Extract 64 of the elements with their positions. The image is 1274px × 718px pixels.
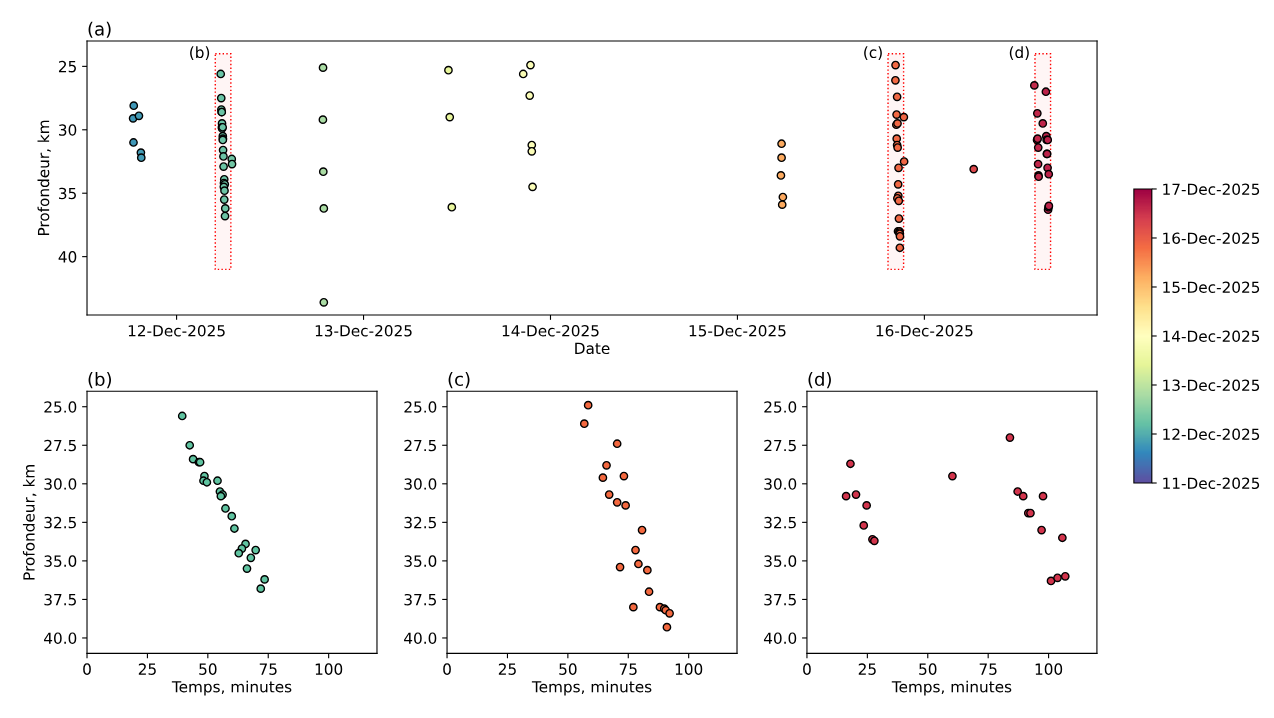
- x-tick-label: 100: [315, 663, 343, 675]
- band-label: (b): [190, 46, 210, 60]
- color-bar-label: 13-Dec-2025: [1163, 379, 1260, 392]
- chart-title: (b): [88, 372, 112, 389]
- y-tick-label: 40.0: [404, 632, 437, 644]
- x-tick-label: 16-Dec-2025: [876, 324, 973, 337]
- y-tick-label: 27.5: [44, 439, 76, 452]
- x-tick-label: 13-Dec-2025: [315, 324, 412, 337]
- x-tick-label: 25: [858, 663, 876, 675]
- x-tick-label: 25: [138, 663, 156, 675]
- y-tick-label: 37.5: [764, 593, 796, 606]
- y-tick-label: 35.0: [44, 555, 77, 567]
- y-axis-title: Profondeur, km: [37, 120, 51, 236]
- y-tick-label: 32.5: [404, 516, 436, 529]
- y-axis-title: Profondeur, km: [22, 465, 37, 580]
- x-tick-label: 0: [803, 663, 811, 675]
- y-tick-label: 30: [59, 124, 77, 136]
- color-bar-label: 16-Dec-2025: [1163, 232, 1260, 244]
- y-tick-label: 32.5: [764, 516, 796, 529]
- y-tick-label: 35: [59, 187, 76, 200]
- chart-title: (a): [88, 21, 111, 38]
- y-tick-label: 40: [58, 251, 77, 263]
- y-tick-label: 30.0: [764, 478, 797, 490]
- band-label: (c): [864, 46, 882, 60]
- x-tick-label: 50: [199, 663, 217, 675]
- x-tick-label: 12-Dec-2025: [128, 324, 225, 337]
- x-tick-label: 75: [619, 663, 637, 675]
- y-tick-label: 37.5: [44, 593, 76, 606]
- band-label: (d): [1009, 46, 1029, 60]
- y-tick-label: 40.0: [44, 632, 77, 644]
- color-bar-label: 15-Dec-2025: [1163, 281, 1260, 294]
- y-tick-label: 30.0: [44, 478, 77, 490]
- color-bar-label: 12-Dec-2025: [1163, 428, 1260, 441]
- y-tick-label: 40.0: [763, 632, 797, 644]
- y-tick-label: 25.0: [404, 401, 437, 413]
- y-tick-label: 27.5: [404, 439, 436, 452]
- y-tick-label: 35.0: [764, 555, 797, 567]
- y-tick-label: 27.5: [764, 439, 796, 452]
- x-tick-label: 100: [1035, 663, 1063, 675]
- x-axis-title: Temps, minutes: [171, 680, 292, 696]
- y-tick-label: 32.5: [44, 516, 76, 529]
- x-tick-label: 15-Dec-2025: [689, 324, 786, 337]
- x-tick-label: 75: [979, 663, 997, 675]
- x-axis-title: Date: [575, 342, 610, 355]
- y-tick-label: 25.0: [44, 401, 77, 413]
- chart-title: (d): [808, 372, 831, 389]
- x-tick-label: 75: [259, 663, 277, 675]
- chart-title: (c): [448, 372, 470, 389]
- x-tick-label: 0: [83, 663, 91, 675]
- color-bar-label: 17-Dec-2025: [1163, 183, 1260, 195]
- y-tick-label: 25.0: [764, 401, 797, 413]
- x-tick-label: 14-Dec-2025: [502, 324, 599, 337]
- y-tick-label: 37.5: [404, 593, 436, 606]
- x-tick-label: 100: [675, 663, 703, 675]
- x-tick-label: 25: [498, 663, 516, 675]
- x-tick-label: 0: [443, 663, 451, 675]
- color-bar-label: 11-Dec-2025: [1163, 477, 1260, 490]
- y-tick-label: 35.0: [404, 555, 437, 567]
- x-tick-label: 50: [919, 663, 937, 675]
- y-tick-label: 25: [58, 60, 76, 73]
- x-axis-title: Temps, minutes: [891, 680, 1012, 696]
- x-axis-title: Temps, minutes: [531, 680, 652, 696]
- y-tick-label: 30.0: [404, 478, 437, 490]
- x-tick-label: 50: [559, 663, 577, 675]
